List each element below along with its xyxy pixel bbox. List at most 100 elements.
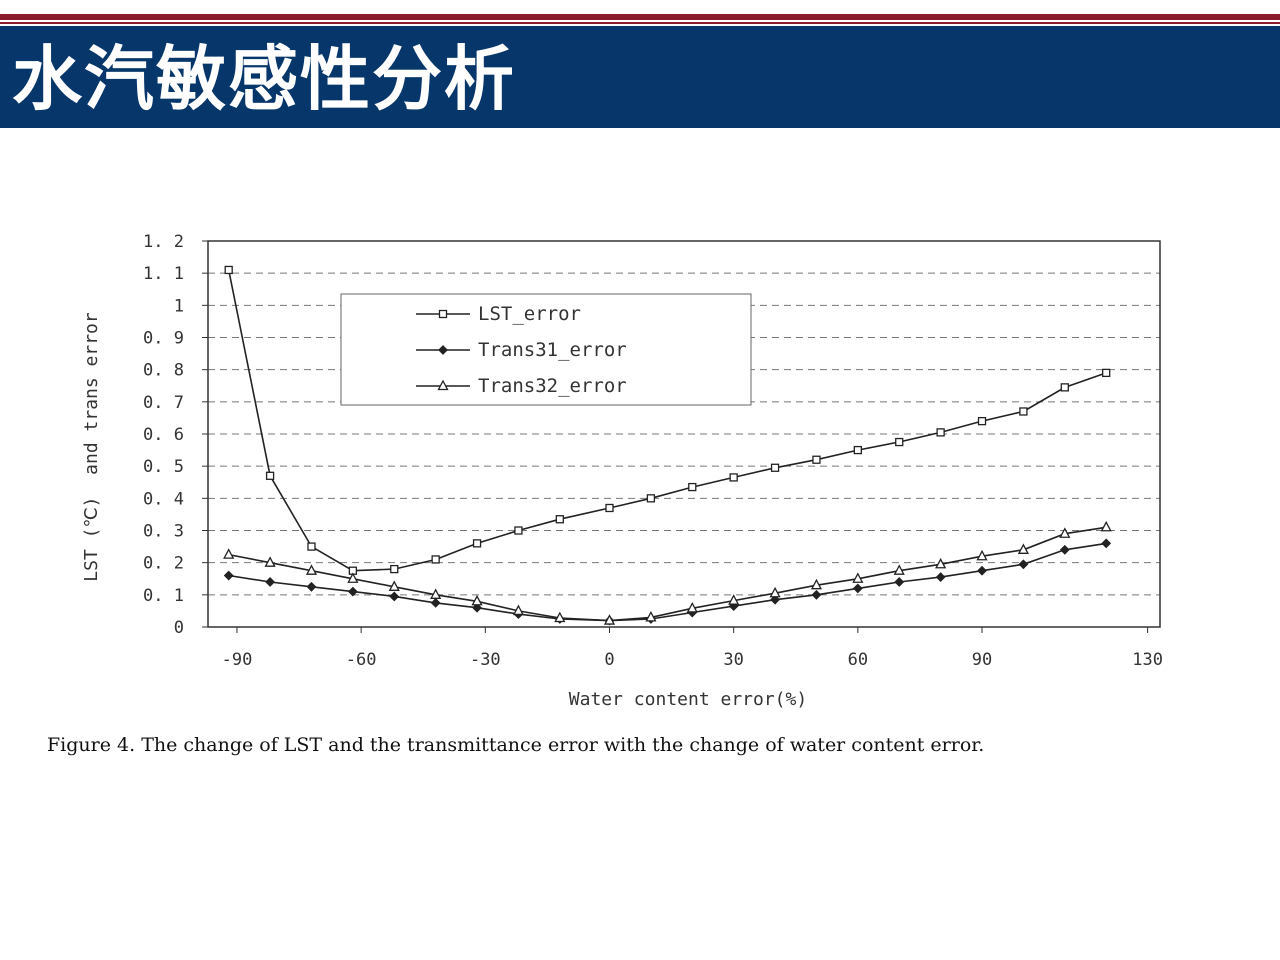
data-point-trans32-error (645, 610, 657, 622)
x-tick-label: 0 (604, 650, 614, 670)
y-tick-label: 0. 8 (143, 361, 184, 381)
data-point-lst-error (1060, 383, 1069, 392)
y-tick-label: 0 (174, 618, 184, 638)
data-point-trans32-error (223, 548, 235, 559)
data-point-trans31-error (852, 583, 863, 594)
data-point-lst-error (431, 555, 440, 564)
legend-box (340, 293, 752, 406)
data-point-lst-error (936, 428, 945, 437)
data-point-lst-error (514, 526, 523, 535)
y-tick-label: 0. 6 (143, 425, 184, 445)
data-point-lst-error (472, 539, 482, 548)
line-chart: 0 0. 1 0. 2 0. 3 0. 4 0. 5 0. 6 0. 7 0. 8 0. 9 1 1.… (81, 232, 1163, 710)
legend: LST_error Trans31_error Trans32_error (340, 293, 752, 406)
y-axis-ticks: 0 0. 1 0. 2 0. 3 0. 4 0. 5 0. 6 0. 7 0. 8 0. 9 1 1.… (143, 232, 208, 638)
data-point-trans32-error (1017, 543, 1029, 554)
data-point-trans31-error (977, 565, 987, 576)
x-tick-label: -90 (222, 650, 253, 670)
data-point-lst-error (729, 473, 738, 482)
data-point-trans31-error (306, 581, 317, 592)
data-point-lst-error (895, 437, 904, 447)
slide-title: 水汽敏感性分析 (12, 38, 516, 120)
data-point-lst-error (555, 515, 564, 524)
data-point-lst-error (1019, 407, 1028, 416)
data-point-lst-error (770, 463, 780, 472)
data-point-trans31-error (223, 570, 234, 581)
y-tick-label: 0. 2 (143, 554, 184, 574)
data-point-lst-error (853, 445, 862, 455)
x-axis-label: Water content error(%) (569, 689, 807, 710)
x-tick-label: 90 (972, 650, 992, 670)
data-point-trans31-error (935, 572, 946, 583)
figure-caption: Figure 4. The change of LST and the tran… (47, 734, 985, 756)
data-point-lst-error (1102, 368, 1111, 378)
legend-label-lst-error: LST_error (478, 303, 581, 325)
data-point-trans32-error (976, 549, 988, 561)
data-point-trans32-error (347, 572, 359, 583)
data-point-trans31-error (265, 577, 276, 587)
data-point-trans32-error (512, 604, 525, 616)
x-tick-label: 60 (848, 650, 868, 670)
data-point-trans32-error (1100, 520, 1112, 532)
y-tick-label: 1. 2 (143, 232, 184, 252)
data-point-lst-error (812, 455, 821, 464)
data-point-trans32-error (769, 586, 781, 598)
y-tick-label: 0. 1 (143, 586, 184, 606)
data-point-trans31-error (894, 577, 905, 587)
data-point-trans32-error (603, 614, 616, 625)
y-tick-label: 1. 1 (143, 264, 184, 284)
data-point-trans32-error (388, 580, 400, 591)
data-point-trans31-error (1018, 559, 1029, 570)
data-point-trans32-error (728, 594, 740, 605)
y-tick-label: 0. 5 (143, 457, 184, 477)
series-line-lst-error (227, 269, 1107, 572)
y-tick-label: 0. 7 (143, 393, 184, 413)
data-point-trans32-error (852, 572, 864, 583)
y-tick-label: 0. 3 (143, 522, 184, 542)
y-tick-label: 0. 9 (143, 329, 184, 349)
legend-label-trans31-error: Trans31_error (478, 339, 627, 361)
data-point-lst-error (390, 564, 399, 574)
y-tick-label: 1 (174, 296, 184, 316)
data-point-trans31-error (1059, 544, 1070, 555)
y-tick-label: 0. 4 (143, 489, 184, 509)
legend-label-trans32-error: Trans32_error (478, 375, 627, 397)
data-point-trans32-error (471, 594, 483, 606)
series-group (223, 265, 1112, 626)
x-axis-ticks: -90 -60 -30 0 30 60 90 130 (222, 627, 1163, 670)
data-point-lst-error (977, 416, 987, 426)
data-point-trans32-error (686, 601, 698, 613)
data-point-lst-error (646, 494, 656, 503)
data-point-trans31-error (811, 589, 822, 600)
x-tick-label: 30 (723, 650, 743, 670)
data-point-trans32-error (893, 564, 905, 575)
data-point-lst-error (224, 265, 233, 275)
data-point-lst-error (307, 542, 316, 551)
data-point-trans31-error (347, 586, 358, 597)
data-point-trans32-error (430, 588, 442, 599)
data-point-trans31-error (389, 591, 400, 602)
x-tick-label: 130 (1132, 650, 1163, 670)
data-point-trans32-error (554, 611, 566, 623)
y-axis-label: LST (℃) and trans error (81, 312, 102, 582)
x-tick-label: -60 (346, 650, 377, 670)
data-point-trans32-error (305, 564, 318, 575)
series-line-trans32-error (228, 526, 1107, 622)
header-top-rule (0, 14, 1280, 20)
data-point-trans31-error (472, 602, 482, 613)
data-point-trans32-error (935, 557, 947, 569)
data-point-trans32-error (810, 578, 823, 590)
data-point-trans32-error (264, 556, 276, 567)
data-point-lst-error (265, 471, 275, 480)
header-thin-rule (0, 22, 1280, 24)
data-point-lst-error (605, 503, 614, 513)
data-point-trans31-error (770, 594, 780, 605)
data-point-trans32-error (1059, 527, 1071, 538)
data-point-trans31-error (1101, 538, 1112, 549)
legend-marker-trans31-error (438, 345, 448, 355)
legend-marker-lst-error (438, 309, 448, 319)
title-banner (0, 26, 1280, 128)
series-line-trans31-error (228, 542, 1107, 622)
x-tick-label: -30 (470, 650, 501, 670)
data-point-trans31-error (430, 597, 441, 608)
